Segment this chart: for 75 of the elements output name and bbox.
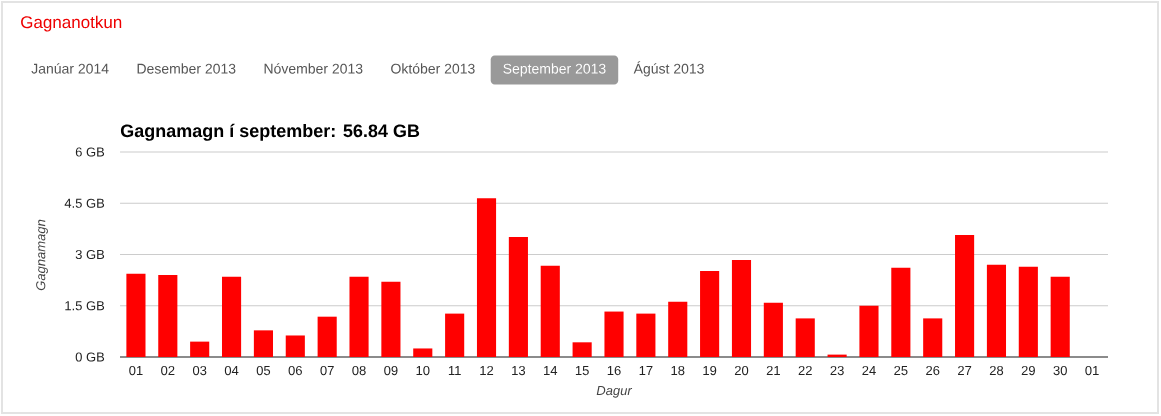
bar: [476, 198, 497, 357]
y-tick-label: 3 GB: [75, 249, 105, 260]
bar: [1050, 276, 1070, 357]
x-tick-label: 14: [544, 366, 558, 375]
bar: [859, 305, 879, 357]
bar: [604, 311, 624, 357]
x-tick-label: 06: [288, 365, 302, 376]
bar: [349, 276, 369, 357]
text: Ágúst 2013: [633, 61, 704, 77]
x-tick-label: 11: [448, 366, 461, 375]
x-tick-label: 17: [639, 366, 653, 375]
bar: [381, 281, 401, 357]
bar: [923, 318, 943, 357]
y-tick-label: 1.5 GB: [65, 301, 105, 311]
bar: [668, 301, 688, 357]
text: September 2013: [503, 63, 606, 77]
x-tick-label: 29: [1021, 365, 1035, 376]
x-tick-label: 21: [766, 365, 780, 375]
text: Janúar 2014: [31, 63, 109, 74]
x-tick-label: 24: [862, 365, 876, 375]
x-tick-label: 12: [480, 365, 494, 375]
bar: [891, 267, 911, 357]
bar: [763, 302, 783, 357]
x-tick-label: 04: [224, 365, 239, 376]
x-tick-label: 23: [830, 365, 844, 376]
x-tick-label: 26: [926, 365, 940, 376]
bar: [190, 341, 210, 357]
x-tick-label: 08: [352, 365, 366, 376]
chart-subtitle: Gagnamagn í september: 56.84 GB: [120, 123, 420, 141]
x-tick-label: 25: [894, 365, 908, 376]
x-tick-label: 10: [416, 365, 430, 376]
x-tick-label: 20: [734, 365, 749, 376]
bar: [285, 335, 305, 357]
text: Nóvember 2013: [264, 63, 363, 74]
bar: [221, 276, 242, 357]
bar: [508, 237, 528, 357]
x-tick-label: 18: [671, 365, 685, 376]
x-tick-label: 19: [703, 365, 717, 376]
y-tick-label: 6 GB: [75, 147, 105, 157]
x-tick-label: 03: [192, 365, 207, 376]
y-tick-label: 0 GB: [75, 352, 105, 362]
bar: [700, 270, 720, 357]
bar: [126, 273, 146, 357]
bar: [1018, 266, 1038, 357]
x-tick-label: 30: [1053, 365, 1067, 376]
x-tick-label: 07: [320, 365, 334, 376]
bar: [636, 313, 656, 357]
x-tick-label: 05: [256, 365, 271, 376]
y-axis-title: Gagnamagn: [36, 219, 48, 291]
y-tick-label: 4.5 GB: [64, 198, 105, 208]
x-tick-label: 16: [607, 365, 621, 376]
bar: [158, 275, 178, 357]
x-tick-label: 13: [512, 365, 526, 376]
x-tick-label: 02: [161, 365, 175, 376]
chart-title: Gagnanotkun: [21, 15, 122, 32]
x-axis-title: Dagur: [596, 386, 633, 398]
x-tick-label: 28: [989, 365, 1004, 376]
x-tick-label: 22: [798, 365, 812, 375]
x-tick-label: 09: [384, 365, 398, 376]
bar: [317, 316, 337, 357]
text: Október 2013: [391, 63, 475, 74]
bar: [540, 265, 560, 357]
bar: [986, 264, 1007, 357]
bar: [955, 235, 975, 357]
bar: [572, 342, 592, 357]
bar: [413, 348, 433, 357]
bar: [795, 318, 815, 357]
x-tick-label: 27: [958, 365, 972, 375]
bar: [445, 313, 465, 357]
x-tick-label: 01: [129, 365, 143, 376]
bar: [253, 330, 273, 357]
text: Desember 2013: [137, 63, 236, 74]
x-tick-label: 01: [1085, 365, 1099, 376]
bar: [731, 259, 752, 357]
x-tick-label: 15: [575, 366, 589, 376]
